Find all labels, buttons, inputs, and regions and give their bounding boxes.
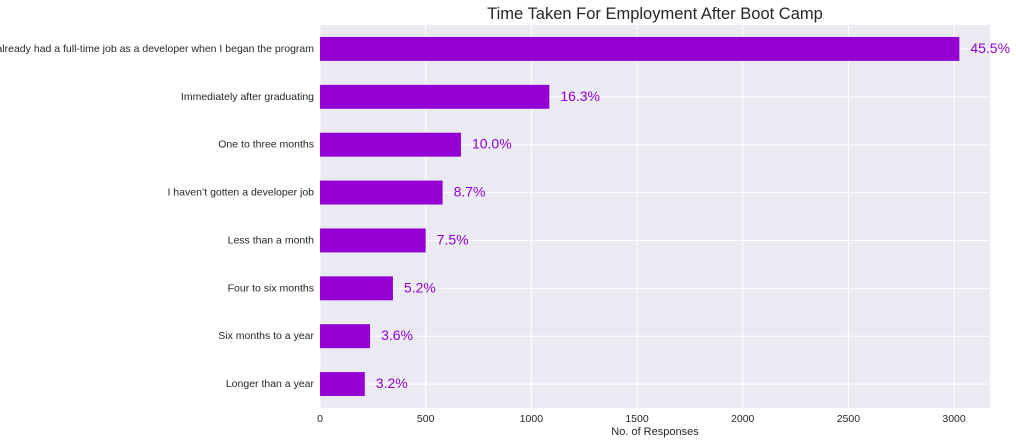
category-labels: I already had a full-time job as a devel… [0,43,314,390]
bar [320,228,426,253]
bar-percent-label: 45.5% [970,40,1010,56]
x-tick-label: 500 [417,413,435,425]
x-axis-label: No. of Responses [611,426,699,438]
bar [320,84,550,109]
bar [320,276,393,301]
bar [320,324,371,349]
bar-percent-label: 8.7% [454,184,486,200]
category-label: Immediately after graduating [181,91,314,103]
bar-percent-label: 7.5% [437,231,469,247]
category-label: Four to six months [228,282,314,294]
x-tick-label: 3000 [942,413,966,425]
bar [320,36,960,61]
x-tick-label: 1000 [520,413,544,425]
category-label: One to three months [218,139,314,151]
x-tick-label: 2500 [837,413,861,425]
bar [320,132,461,157]
plot-background [320,25,990,408]
bars [320,36,960,397]
bar [320,180,443,205]
category-label: I haven’t gotten a developer job [167,187,314,199]
bar-percent-label: 3.2% [376,375,408,391]
category-label: Six months to a year [218,330,314,342]
chart-title: Time Taken For Employment After Boot Cam… [487,5,823,23]
category-label: Longer than a year [226,378,315,390]
bar-percent-label: 16.3% [560,88,600,104]
x-tick-label: 0 [317,413,323,425]
x-tick-label: 1500 [625,413,649,425]
bar-percent-label: 5.2% [404,279,436,295]
x-tick-label: 2000 [731,413,755,425]
bar-percent-label: 3.6% [381,327,413,343]
percent-labels: 45.5% 16.3% 10.0% 8.7% 7.5% 5.2% 3.6% 3.2% [376,40,1010,391]
category-label: Less than a month [228,234,315,246]
bar-percent-label: 10.0% [472,136,512,152]
bar [320,372,365,397]
x-tick-labels: 0 500 1000 1500 2000 2500 3000 [317,413,966,425]
category-label: I already had a full-time job as a devel… [0,43,314,55]
